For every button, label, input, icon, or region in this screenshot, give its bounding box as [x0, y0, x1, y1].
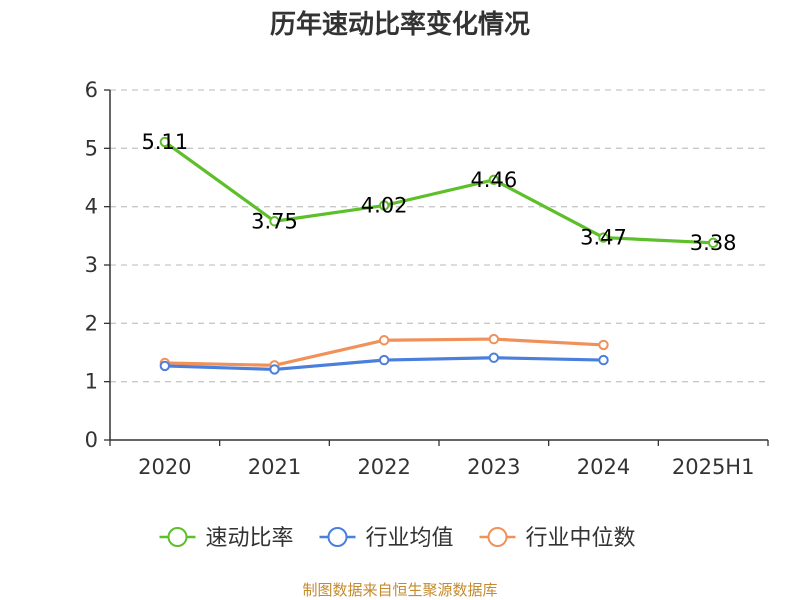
data-label: 4.02 [361, 194, 408, 218]
data-point[interactable] [488, 174, 500, 186]
legend-swatch-marker [487, 527, 508, 547]
data-point[interactable] [378, 354, 390, 366]
data-point[interactable] [378, 335, 390, 346]
data-point[interactable] [159, 136, 171, 148]
data-point[interactable] [269, 364, 280, 375]
data-point[interactable] [488, 333, 500, 345]
legend-label: 行业均值 [366, 526, 454, 551]
y-tick-label: 3 [85, 253, 98, 277]
series-layer [159, 136, 719, 375]
data-label: 3.75 [251, 209, 298, 233]
y-tick-label: 4 [85, 195, 98, 219]
data-point[interactable] [159, 360, 171, 372]
data-label: 5.11 [141, 130, 188, 154]
legend-swatch-marker [167, 527, 188, 547]
data-point[interactable] [378, 200, 390, 211]
data-point[interactable] [269, 216, 280, 227]
legend-label: 速动比率 [206, 526, 294, 551]
data-point[interactable] [598, 354, 609, 366]
data-label: 3.47 [580, 226, 627, 250]
data-point[interactable] [598, 339, 609, 351]
x-tick-label: 2025H1 [672, 455, 755, 479]
x-tick-label: 2024 [577, 455, 630, 479]
series-line [163, 140, 715, 245]
source-note: 制图数据来自恒生聚源数据库 [302, 581, 497, 599]
x-tick-label: 2020 [138, 455, 191, 479]
data-label: 4.46 [470, 168, 517, 192]
legend-item[interactable]: 行业中位数 [479, 526, 636, 551]
x-tick-label: 2023 [467, 455, 520, 479]
legend-swatch-marker [327, 527, 348, 547]
y-tick-label: 5 [85, 136, 98, 160]
data-point[interactable] [598, 232, 609, 243]
legend-item[interactable]: 速动比率 [159, 526, 294, 551]
y-tick-label: 1 [85, 370, 98, 394]
legend-label: 行业中位数 [526, 526, 636, 551]
x-tick-label: 2021 [248, 455, 301, 479]
axis-layer: 0 1 2 3 4 5 6 2020 2021 2022 2023 2024 2025H1 [85, 78, 769, 479]
legend-item[interactable]: 行业均值 [319, 526, 454, 551]
data-label: 3.38 [690, 231, 737, 255]
data-point[interactable] [488, 352, 500, 363]
chart-title: 历年速动比率变化情况 [270, 9, 530, 40]
grid-layer [110, 89, 768, 383]
y-tick-label: 2 [85, 311, 98, 335]
legend[interactable]: 速动比率 行业均值 行业中位数 [159, 526, 636, 551]
y-tick-label: 6 [85, 78, 98, 102]
x-tick-label: 2022 [357, 455, 410, 479]
data-point[interactable] [707, 237, 719, 249]
data-label-layer: 5.11 3.75 4.02 4.46 3.47 3.38 [141, 130, 736, 255]
y-tick-label: 0 [85, 428, 98, 452]
